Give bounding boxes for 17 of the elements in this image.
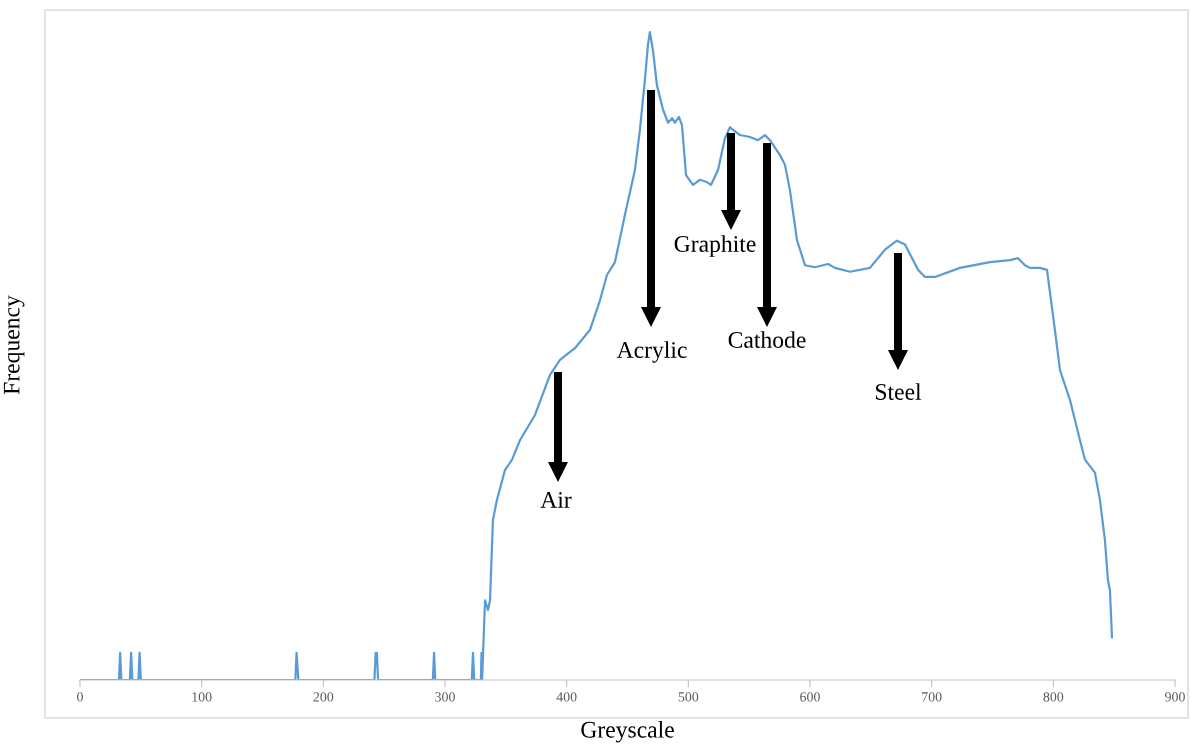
x-tick-label: 800: [1043, 692, 1064, 702]
y-axis-title: Frequency: [3, 295, 25, 395]
x-tick-label: 400: [556, 692, 577, 702]
x-tick-label: 900: [1165, 692, 1185, 702]
annotation: Steel: [875, 383, 922, 400]
x-tick-label: 0: [77, 692, 83, 702]
x-tick-label: 500: [678, 692, 699, 702]
x-tick-label: 600: [800, 692, 820, 702]
annotation: Graphite: [674, 235, 756, 257]
annotation: Acrylic: [616, 341, 687, 363]
x-tick-label: 100: [192, 692, 212, 702]
x-axis-title: Greyscale: [581, 721, 674, 743]
x-tick-label: 300: [435, 692, 455, 702]
x-tick-label: 700: [922, 692, 942, 702]
annotation: Air: [540, 492, 572, 508]
x-tick-label: 200: [313, 692, 334, 702]
annotation: Cathode: [728, 331, 806, 348]
